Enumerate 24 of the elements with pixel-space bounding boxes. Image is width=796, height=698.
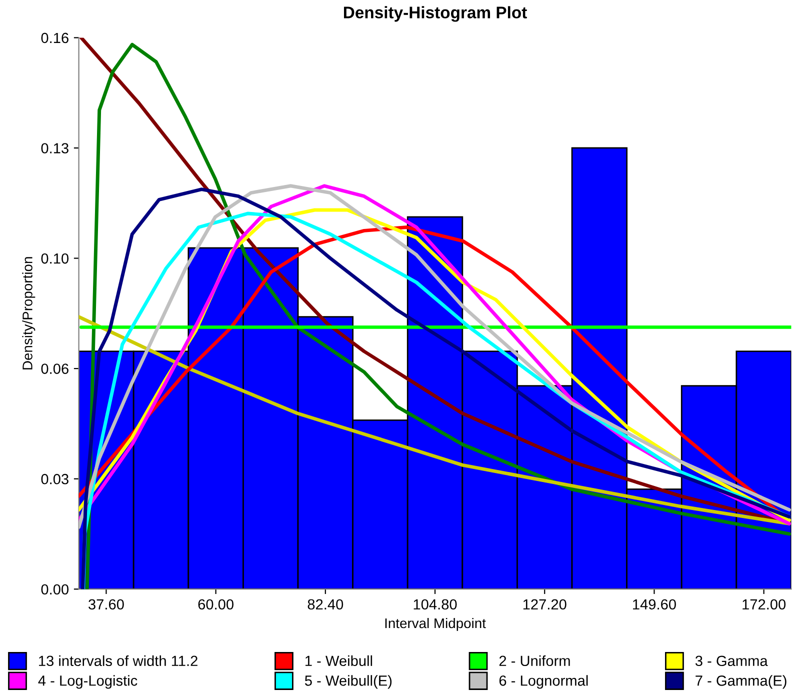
x-axis-title: Interval Midpoint — [385, 618, 486, 631]
x-tick-label: 149.60 — [633, 599, 676, 610]
y-tick-label: 0.00 — [41, 584, 69, 595]
y-tick-label: 0.03 — [41, 474, 68, 484]
y-tick-label: 0.06 — [41, 364, 68, 374]
x-tick-label: 60.00 — [198, 599, 234, 610]
x-tick-label: 37.60 — [88, 599, 124, 610]
x-tick-label: 127.20 — [523, 599, 566, 610]
x-tick-label: 172.00 — [742, 599, 786, 610]
legend-label: 6 - Lognormal — [499, 675, 588, 689]
legend-label: 2 - Uniform — [499, 655, 570, 666]
chart-title: Density-Histogram Plot — [344, 6, 527, 22]
y-tick-label: 0.16 — [41, 32, 68, 44]
legend-label: 7 - Gamma(E) — [696, 675, 786, 689]
legend-label: 1 - Weibull — [305, 655, 372, 666]
x-tick-label: 104.80 — [414, 599, 457, 610]
legend-label: 5 - Weibull(E) — [304, 675, 392, 689]
y-tick-label: 0.10 — [41, 253, 69, 264]
x-tick-label: 82.40 — [308, 599, 344, 610]
y-axis-title: Density/Proportion — [22, 257, 36, 370]
y-tick-label: 0.13 — [41, 143, 68, 154]
legend-label: 4 - Log-Logistic — [38, 675, 138, 689]
legend-label: 13 intervals of width 11.2 — [39, 655, 198, 666]
legend-label: 3 - Gamma — [695, 656, 768, 666]
